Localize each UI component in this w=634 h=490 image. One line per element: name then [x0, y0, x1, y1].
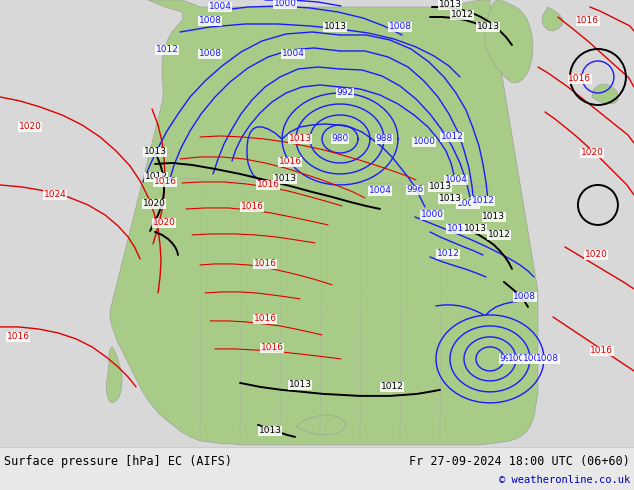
Text: 1013: 1013 — [482, 213, 505, 221]
Text: 1004: 1004 — [522, 354, 545, 364]
Text: 1016: 1016 — [278, 157, 302, 167]
Text: 1012: 1012 — [472, 196, 495, 205]
Polygon shape — [542, 7, 563, 31]
Polygon shape — [592, 84, 618, 104]
Text: 1013: 1013 — [259, 426, 281, 436]
Text: 1013: 1013 — [143, 147, 167, 156]
Text: 996: 996 — [500, 354, 517, 364]
Text: 1020: 1020 — [153, 219, 176, 227]
Text: 1016: 1016 — [257, 180, 280, 190]
Text: 1004: 1004 — [444, 175, 467, 184]
Text: 1000: 1000 — [508, 354, 531, 364]
Text: 1012: 1012 — [155, 46, 179, 54]
Text: 1013: 1013 — [439, 0, 462, 9]
Text: 1020: 1020 — [585, 250, 607, 259]
Text: 980: 980 — [332, 134, 349, 144]
Text: 1016: 1016 — [254, 259, 276, 269]
Text: 1000: 1000 — [413, 138, 436, 147]
Text: 1016: 1016 — [240, 202, 264, 212]
Text: 1000: 1000 — [273, 0, 297, 8]
Text: 1012: 1012 — [446, 224, 469, 233]
Text: 1008: 1008 — [456, 199, 479, 208]
Text: 1020: 1020 — [143, 199, 165, 208]
Polygon shape — [110, 0, 538, 445]
Text: 1012: 1012 — [380, 382, 403, 392]
Text: 1012: 1012 — [441, 132, 463, 142]
Text: 1016: 1016 — [576, 17, 599, 25]
Polygon shape — [485, 0, 533, 83]
Polygon shape — [296, 415, 346, 435]
Text: 1004: 1004 — [281, 49, 304, 58]
Text: 1008: 1008 — [389, 23, 411, 31]
Text: 1012: 1012 — [488, 230, 510, 240]
Text: 1013: 1013 — [288, 380, 311, 390]
Text: 1008: 1008 — [536, 354, 559, 364]
Text: 1000: 1000 — [420, 210, 443, 220]
Text: © weatheronline.co.uk: © weatheronline.co.uk — [499, 475, 630, 485]
Text: 992: 992 — [337, 89, 354, 98]
Text: 1008: 1008 — [514, 293, 536, 301]
Text: 1020: 1020 — [581, 148, 604, 157]
Text: 1004: 1004 — [368, 187, 391, 196]
Text: 1004: 1004 — [209, 2, 231, 11]
Text: 1013: 1013 — [323, 23, 347, 31]
Text: 1020: 1020 — [18, 122, 41, 131]
Text: 996: 996 — [406, 185, 424, 195]
Polygon shape — [106, 347, 122, 403]
Text: 1016: 1016 — [6, 332, 30, 342]
Text: 1013: 1013 — [429, 182, 451, 192]
Text: 1012: 1012 — [437, 249, 460, 258]
Text: 1016: 1016 — [261, 343, 283, 352]
Text: 1024: 1024 — [44, 191, 67, 199]
Text: 1016: 1016 — [590, 346, 614, 355]
Text: 988: 988 — [375, 134, 392, 144]
Text: 1008: 1008 — [198, 17, 221, 25]
Text: 1016: 1016 — [254, 315, 276, 323]
Text: 1016: 1016 — [153, 177, 176, 187]
Text: 1008: 1008 — [198, 49, 221, 58]
Text: Surface pressure [hPa] EC (AIFS): Surface pressure [hPa] EC (AIFS) — [4, 455, 232, 468]
Text: 1016: 1016 — [569, 74, 592, 83]
Text: 1012: 1012 — [451, 10, 474, 20]
Text: 1013: 1013 — [463, 224, 486, 233]
Text: 1012: 1012 — [145, 172, 167, 181]
Text: Fr 27-09-2024 18:00 UTC (06+60): Fr 27-09-2024 18:00 UTC (06+60) — [409, 455, 630, 468]
Text: 1013: 1013 — [273, 174, 297, 183]
Text: 1013: 1013 — [439, 195, 462, 203]
Text: 1013: 1013 — [477, 23, 500, 31]
Text: 1013: 1013 — [288, 134, 311, 144]
